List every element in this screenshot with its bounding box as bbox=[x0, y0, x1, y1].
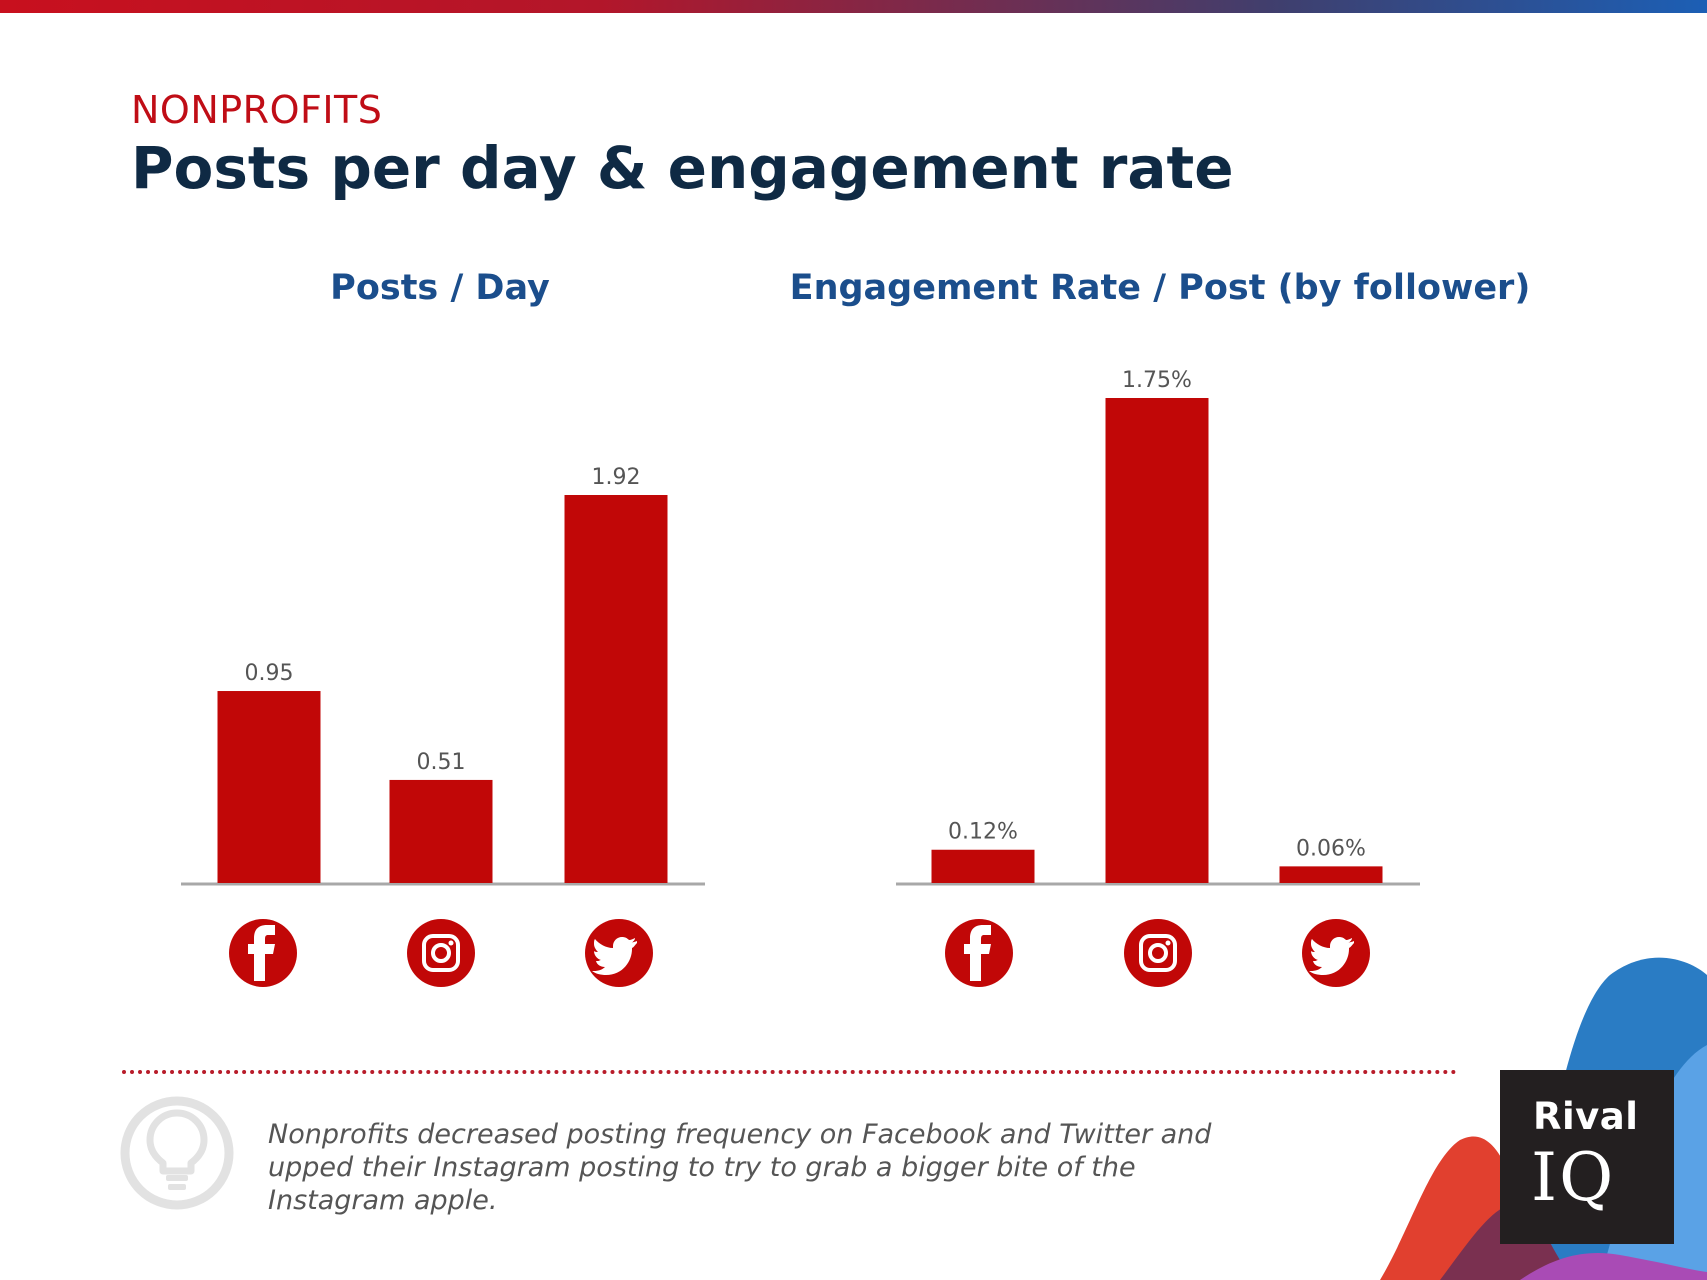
facebook-icon bbox=[945, 919, 1013, 987]
rival-iq-logo bbox=[1500, 1070, 1674, 1244]
bar-facebook bbox=[931, 849, 1035, 883]
bar-value-label-twitter: 1.92 bbox=[592, 465, 641, 490]
top-accent-bar bbox=[0, 0, 1707, 13]
lightbulb-icon bbox=[120, 1096, 234, 1210]
instagram-icon bbox=[407, 919, 475, 987]
bar-instagram bbox=[389, 779, 493, 883]
logo-text-iq: IQ bbox=[1531, 1139, 1616, 1216]
facebook-icon bbox=[229, 919, 297, 987]
chart-title-posts-per-day: Posts / Day bbox=[330, 268, 550, 308]
logo-text-rival: Rival bbox=[1533, 1095, 1639, 1138]
twitter-icon bbox=[1302, 919, 1370, 987]
bar-value-label-instagram: 1.75% bbox=[1122, 368, 1192, 393]
bar-twitter bbox=[564, 495, 668, 883]
posts-per-day-chart: 0.95 0.51 1.92 bbox=[181, 465, 705, 886]
bar-value-label-facebook: 0.12% bbox=[948, 820, 1018, 845]
page-category: NONPROFITS bbox=[131, 88, 383, 132]
instagram-icon bbox=[1124, 919, 1192, 987]
bar-value-label-instagram: 0.51 bbox=[417, 750, 466, 775]
bar-twitter bbox=[1279, 866, 1383, 883]
bar-facebook bbox=[217, 691, 321, 883]
insight-text: Nonprofits decreased posting frequency o… bbox=[268, 1119, 1212, 1216]
bar-value-label-twitter: 0.06% bbox=[1296, 836, 1366, 861]
section-divider bbox=[122, 1070, 1457, 1074]
engagement-rate-chart: 0.12% 1.75% 0.06% bbox=[896, 368, 1420, 886]
twitter-icon bbox=[585, 919, 653, 987]
bar-instagram bbox=[1105, 398, 1209, 883]
page-title: Posts per day & engagement rate bbox=[131, 134, 1234, 202]
bar-value-label-facebook: 0.95 bbox=[245, 661, 294, 686]
chart-title-engagement-rate: Engagement Rate / Post (by follower) bbox=[789, 268, 1531, 308]
